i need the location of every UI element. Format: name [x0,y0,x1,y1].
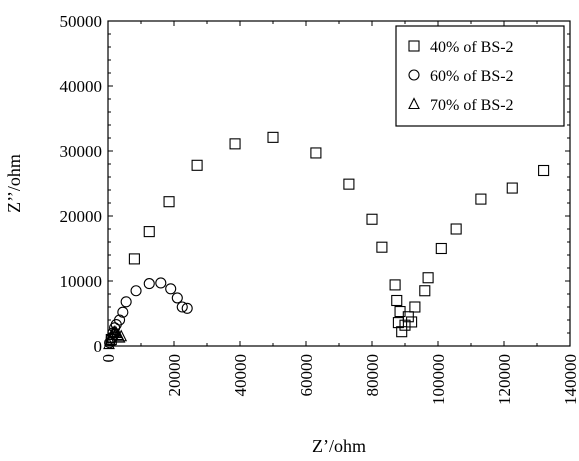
x-axis-title: Z’/ohm [312,436,366,456]
data-point-60pct-of-bs-2 [117,306,129,318]
y-tick-label: 40000 [60,77,103,96]
data-points [103,131,550,350]
legend: 40% of BS-2 60% of BS-2 70% of BS-2 [395,25,565,127]
data-point-40pct-of-bs-2 [163,196,175,208]
data-point-60pct-of-bs-2 [181,302,193,314]
data-point-40pct-of-bs-2 [191,159,203,171]
legend-marker-triangle [408,97,420,110]
data-point-40pct-of-bs-2 [143,226,155,238]
y-tick-label: 20000 [60,207,103,226]
y-axis-title: Z’’/ohm [4,154,24,213]
data-point-60pct-of-bs-2 [130,285,142,297]
data-point-40pct-of-bs-2 [406,316,418,328]
data-point-60pct-of-bs-2 [143,278,155,290]
x-tick-label: 40000 [231,354,250,397]
x-axis: 0 20000 40000 60000 80000 100000 120000 140000 [99,21,579,405]
y-tick-label: 0 [94,337,103,356]
data-point-40pct-of-bs-2 [435,242,447,255]
data-point-40pct-of-bs-2 [419,285,431,297]
y-tick-label: 50000 [60,12,103,31]
x-tick-label: 100000 [429,354,448,405]
y-tick-label: 30000 [60,142,103,161]
data-point-60pct-of-bs-2 [176,301,188,313]
legend-label: 60% of BS-2 [430,68,514,85]
data-point-40pct-of-bs-2 [475,193,487,205]
data-point-40pct-of-bs-2 [396,326,408,338]
data-point-40pct-of-bs-2 [391,294,403,307]
data-point-40pct-of-bs-2 [399,319,411,331]
data-point-40pct-of-bs-2 [392,317,404,329]
x-tick-label: 0 [99,354,118,363]
data-point-40pct-of-bs-2 [267,131,279,143]
data-point-40pct-of-bs-2 [506,182,518,194]
x-tick-label: 120000 [495,354,514,405]
legend-label: 40% of BS-2 [430,39,514,56]
data-point-40pct-of-bs-2 [128,253,140,265]
legend-label: 70% of BS-2 [430,97,514,114]
x-tick-label: 20000 [165,354,184,397]
legend-box [395,25,565,127]
data-point-60pct-of-bs-2 [114,314,126,326]
data-point-40pct-of-bs-2 [538,164,550,177]
y-axis: 0 10000 20000 30000 40000 50000 [60,12,570,356]
data-point-40pct-of-bs-2 [310,147,322,159]
data-point-70pct-of-bs-2 [103,337,115,350]
data-point-40pct-of-bs-2 [376,241,388,253]
x-tick-label: 60000 [297,354,316,397]
data-point-40pct-of-bs-2 [229,138,241,150]
data-point-40pct-of-bs-2 [422,272,434,284]
data-point-70pct-of-bs-2 [115,329,128,342]
data-point-70pct-of-bs-2 [113,330,126,343]
data-point-40pct-of-bs-2 [343,178,355,190]
data-point-60pct-of-bs-2 [120,296,132,308]
data-point-60pct-of-bs-2 [171,292,183,304]
x-tick-label: 80000 [363,354,382,397]
y-tick-label: 10000 [60,272,103,291]
x-tick-label: 140000 [561,354,579,405]
data-point-40pct-of-bs-2 [409,301,421,313]
data-point-40pct-of-bs-2 [389,279,401,291]
data-point-40pct-of-bs-2 [450,223,462,235]
data-point-70pct-of-bs-2 [104,334,116,346]
legend-marker-square [408,40,420,52]
legend-marker-circle [408,69,420,81]
data-point-60pct-of-bs-2 [165,283,177,295]
data-point-40pct-of-bs-2 [366,213,378,225]
data-point-60pct-of-bs-2 [155,277,167,289]
